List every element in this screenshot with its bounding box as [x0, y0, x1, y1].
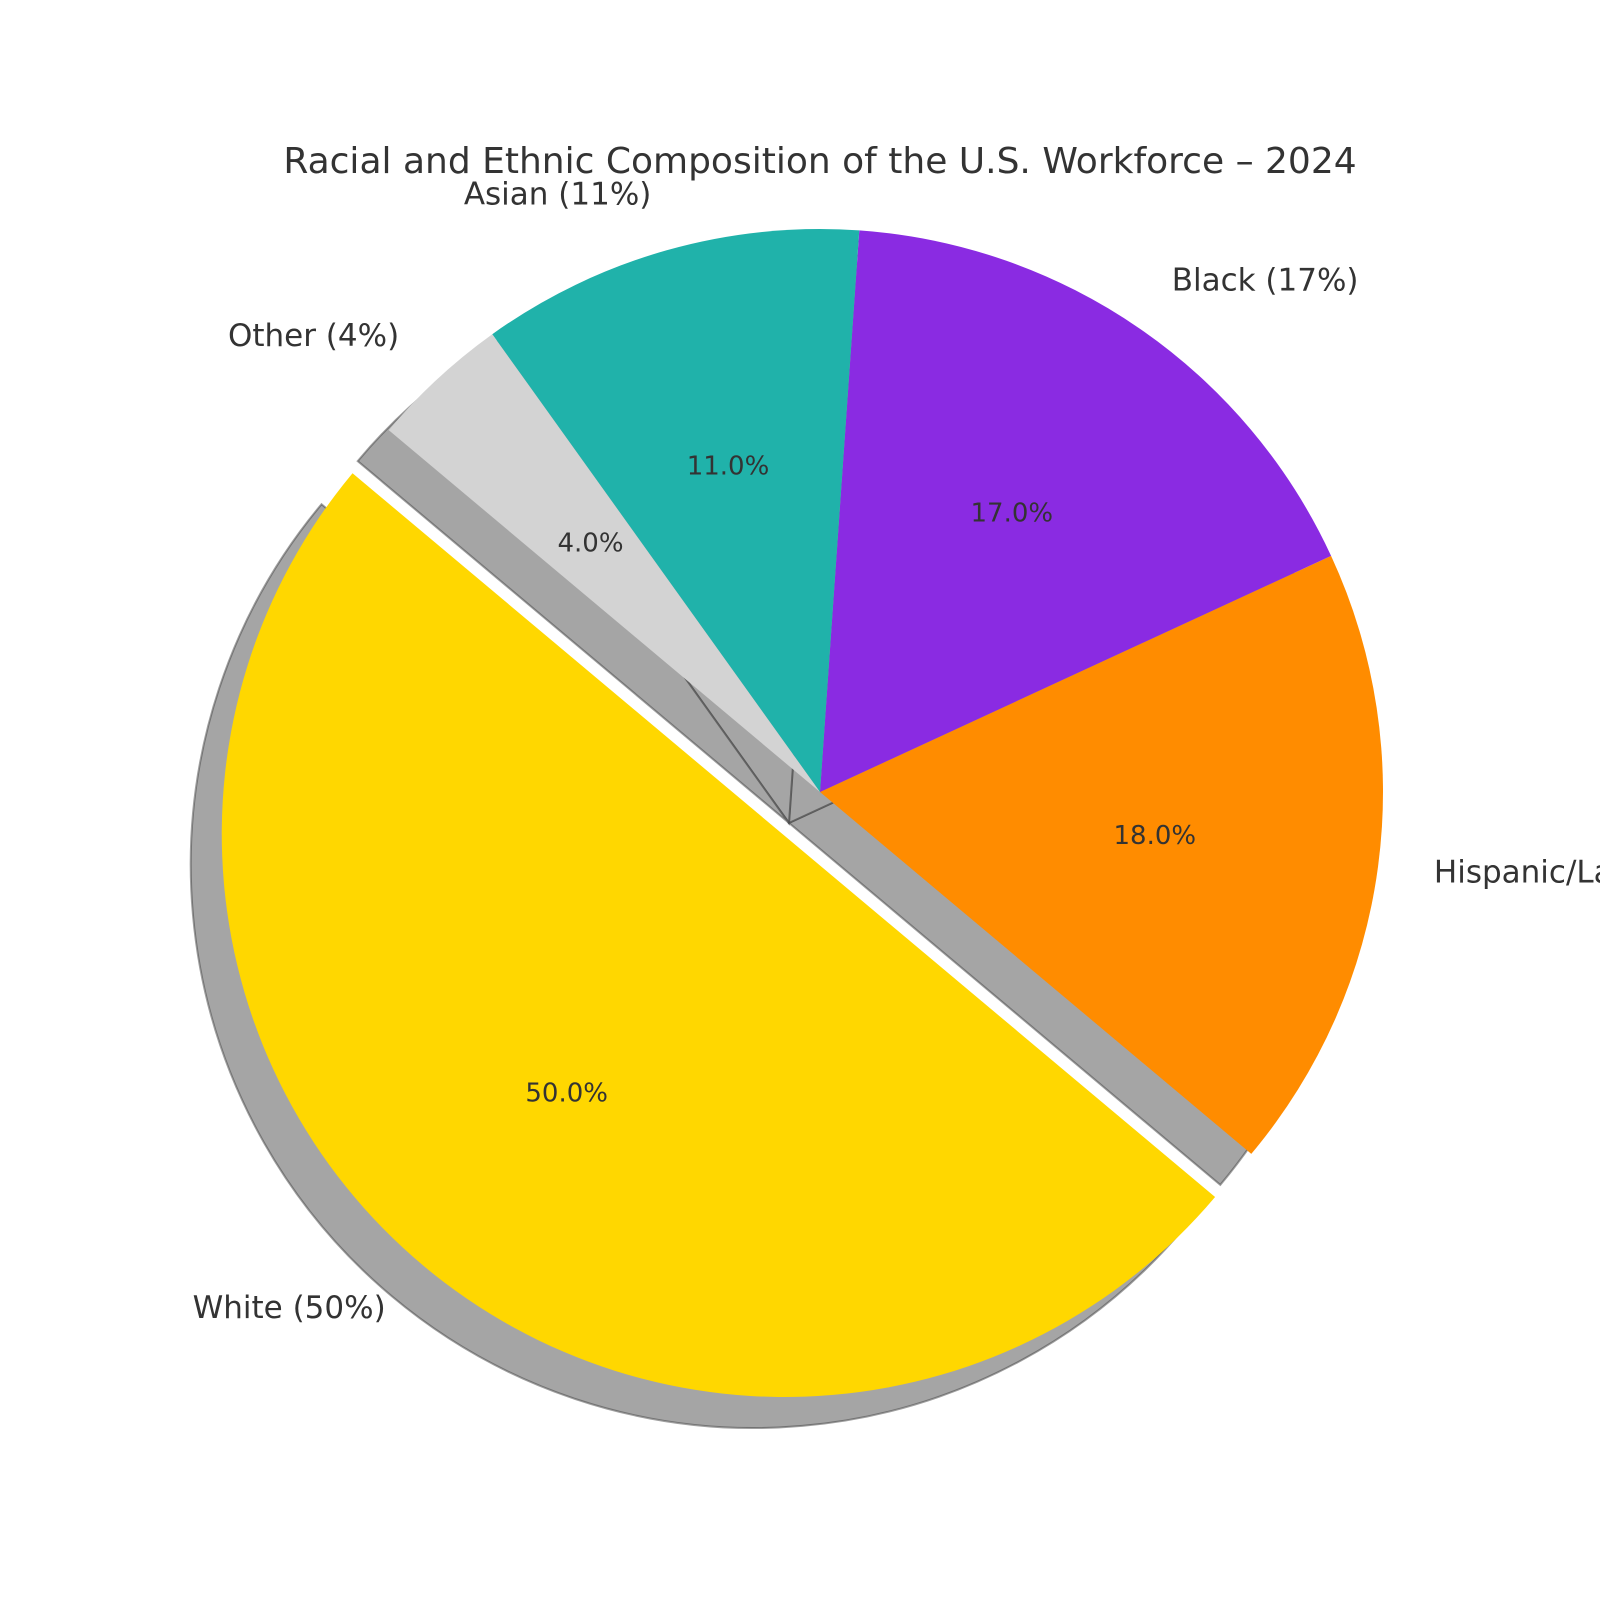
slice-pct-label-asian: 11.0% — [687, 452, 770, 482]
slice-label-other: Other (4%) — [228, 318, 399, 354]
slice-label-white: White (50%) — [193, 1290, 386, 1326]
pie-slice-white — [221, 473, 1216, 1398]
slice-pct-label-hispanic-latino: 18.0% — [1113, 821, 1196, 851]
slice-label-black: Black (17%) — [1172, 263, 1359, 299]
pie-slice-hispanic-latino — [820, 555, 1383, 1154]
slice-label-hispanic-latino: Hispanic/Latino (18%) — [1434, 854, 1600, 890]
slice-pct-label-other: 4.0% — [557, 529, 623, 559]
label-layer: White (50%) 50.0% Hispanic/Latino (18%) 18.… — [193, 177, 1600, 1326]
chart-title: Racial and Ethnic Composition of the U.S… — [283, 141, 1356, 182]
slice-pct-label-white: 50.0% — [525, 1078, 608, 1108]
pie-slice-other — [388, 334, 820, 792]
slice-pct-label-black: 17.0% — [970, 498, 1053, 528]
pie-slice-asian — [492, 228, 860, 793]
pie-slice-black — [820, 230, 1332, 792]
slice-label-asian: Asian (11%) — [464, 177, 652, 213]
slice-layer — [221, 228, 1383, 1398]
